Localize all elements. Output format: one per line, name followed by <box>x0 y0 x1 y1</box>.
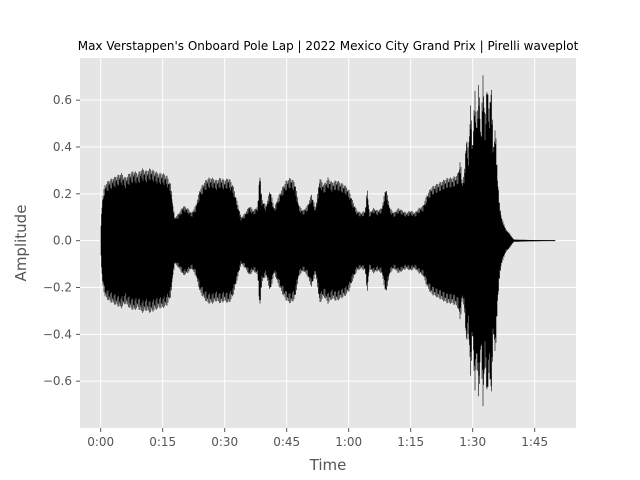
x-axis-ticks: 0:00 0:15 0:30 0:45 1:00 1:15 1:30 1:45 <box>87 428 548 449</box>
x-tick-label: 1:00 <box>335 435 362 449</box>
chart-title: Max Verstappen's Onboard Pole Lap | 2022… <box>78 39 579 53</box>
y-tick-label: −0.6 <box>43 374 72 388</box>
y-axis-ticks: −0.6 −0.4 −0.2 0.0 0.2 0.4 0.6 <box>43 93 80 388</box>
x-axis-label: Time <box>309 456 347 474</box>
x-tick-label: 0:45 <box>273 435 300 449</box>
x-tick-label: 1:45 <box>521 435 548 449</box>
y-tick-label: 0.6 <box>53 93 72 107</box>
waveform <box>100 75 556 407</box>
y-tick-label: −0.4 <box>43 327 72 341</box>
x-tick-label: 0:30 <box>211 435 238 449</box>
y-tick-label: 0.0 <box>53 234 72 248</box>
x-tick-label: 1:15 <box>397 435 424 449</box>
y-tick-label: −0.2 <box>43 280 72 294</box>
x-tick-label: 0:00 <box>87 435 114 449</box>
y-tick-label: 0.2 <box>53 187 72 201</box>
x-tick-label: 1:30 <box>459 435 486 449</box>
y-axis-label: Amplitude <box>12 205 30 282</box>
y-tick-label: 0.4 <box>53 140 72 154</box>
x-tick-label: 0:15 <box>149 435 176 449</box>
